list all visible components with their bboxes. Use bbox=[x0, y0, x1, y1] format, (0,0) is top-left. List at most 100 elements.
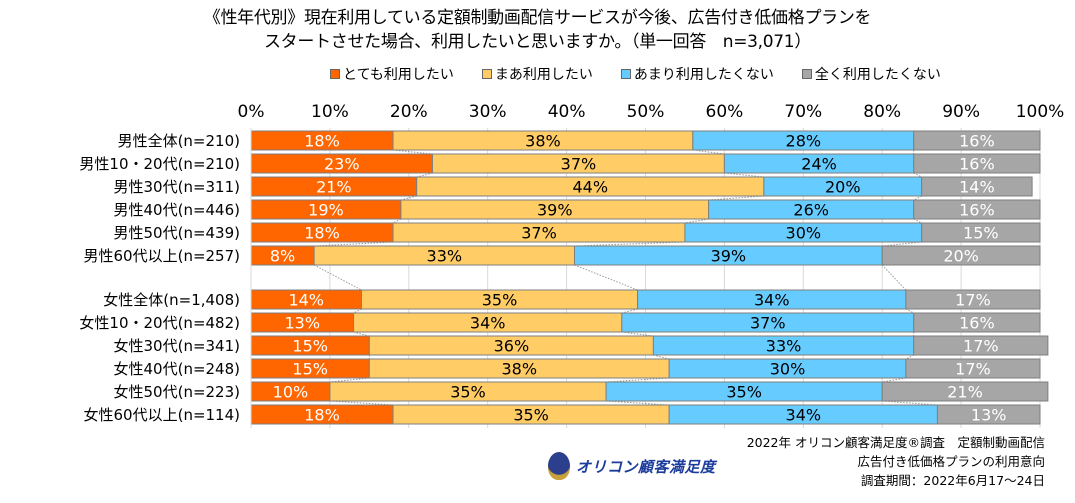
category-label: 男性60代以上(n=257) bbox=[84, 247, 241, 265]
data-label: 30% bbox=[786, 224, 822, 243]
data-label: 33% bbox=[766, 337, 802, 356]
category-label: 女性60代以上(n=114) bbox=[84, 406, 241, 424]
data-label: 24% bbox=[801, 155, 837, 174]
data-label: 16% bbox=[959, 201, 995, 220]
legend-swatch-very-want bbox=[330, 69, 340, 79]
series-connector-line bbox=[606, 377, 670, 383]
chart-legend: とても利用したい まあ利用したい あまり利用したくない 全く利用したくない bbox=[330, 64, 969, 84]
source-note-line-2: 広告付き低価格プランの利用意向 bbox=[857, 454, 1045, 469]
data-label: 37% bbox=[750, 314, 786, 333]
series-connector-line bbox=[353, 331, 370, 337]
data-label: 34% bbox=[786, 406, 822, 425]
bar-segment bbox=[905, 289, 1041, 310]
legend-swatch-not-at-all-want bbox=[801, 69, 812, 79]
series-connector-line bbox=[416, 172, 433, 178]
category-label: 男性全体(n=210) bbox=[118, 132, 240, 150]
data-label: 35% bbox=[513, 406, 549, 425]
data-label: 18% bbox=[304, 224, 340, 243]
legend-item-not-at-all-want: 全く利用したくない bbox=[801, 64, 941, 84]
x-tick-label: 40% bbox=[548, 102, 586, 122]
data-label: 26% bbox=[793, 201, 829, 220]
series-connector-line bbox=[881, 264, 907, 291]
data-label: 15% bbox=[963, 224, 999, 243]
x-tick-label: 80% bbox=[863, 102, 901, 122]
bar-segment bbox=[913, 153, 1041, 174]
data-label: 10% bbox=[273, 383, 309, 402]
category-label: 女性30代(n=341) bbox=[114, 337, 241, 355]
legend-label-not-much-want: あまり利用したくない bbox=[633, 67, 774, 83]
x-tick-label: 70% bbox=[784, 102, 822, 122]
oricon-logo: オリコン顧客満足度 bbox=[548, 452, 716, 480]
legend-item-not-much-want: あまり利用したくない bbox=[620, 64, 774, 84]
bar-segment bbox=[913, 130, 1041, 151]
bar-segment bbox=[881, 381, 1049, 402]
chart-title-line-2: スタートさせた場合、利用したいと思いますか。（単一回答 n=3,071） bbox=[263, 32, 812, 52]
category-label: 男性30代(n=311) bbox=[114, 178, 241, 196]
data-label: 39% bbox=[711, 247, 747, 266]
bar-segment bbox=[921, 222, 1041, 243]
data-label: 23% bbox=[324, 155, 360, 174]
oricon-logo-text: オリコン顧客満足度 bbox=[576, 457, 716, 476]
series-connector-line bbox=[692, 149, 725, 155]
series-connector-line bbox=[882, 400, 938, 406]
bar-segment bbox=[936, 404, 1041, 425]
series-connector-line bbox=[392, 149, 433, 155]
x-tick-label: 20% bbox=[390, 102, 428, 122]
data-label: 13% bbox=[285, 314, 321, 333]
x-tick-label: 100% bbox=[1016, 102, 1065, 122]
data-label: 20% bbox=[943, 247, 979, 266]
data-label: 20% bbox=[825, 178, 861, 197]
x-tick-label: 60% bbox=[706, 102, 744, 122]
x-tick-label: 30% bbox=[469, 102, 507, 122]
data-label: 17% bbox=[955, 291, 991, 310]
data-label: 30% bbox=[770, 360, 806, 379]
bar-segment bbox=[881, 245, 1041, 266]
data-label: 34% bbox=[754, 291, 790, 310]
legend-label-somewhat-want: まあ利用したい bbox=[494, 67, 593, 83]
bar-segment bbox=[913, 199, 1041, 220]
bar-segment bbox=[905, 358, 1041, 379]
x-tick-label: 10% bbox=[311, 102, 349, 122]
category-label: 女性10・20代(n=482) bbox=[79, 314, 240, 332]
data-label: 33% bbox=[427, 247, 463, 266]
bar-segment bbox=[921, 176, 1033, 197]
series-connector-line bbox=[724, 172, 764, 178]
legend-item-somewhat-want: まあ利用したい bbox=[481, 64, 593, 84]
x-tick-label: 0% bbox=[238, 102, 265, 122]
oricon-badge-icon bbox=[548, 452, 570, 480]
source-note-line-3: 調査期間：2022年6月17～24日 bbox=[860, 473, 1045, 488]
legend-swatch-somewhat-want bbox=[481, 69, 492, 79]
data-label: 18% bbox=[304, 132, 340, 151]
data-label: 38% bbox=[501, 360, 537, 379]
data-label: 15% bbox=[292, 360, 328, 379]
bar-segment bbox=[913, 312, 1041, 333]
series-connector-line bbox=[882, 377, 906, 383]
series-connector-line bbox=[882, 241, 922, 247]
series-connector-line bbox=[905, 308, 914, 314]
data-label: 36% bbox=[494, 337, 530, 356]
data-label: 35% bbox=[726, 383, 762, 402]
series-connector-line bbox=[574, 241, 685, 247]
bar-segment bbox=[913, 335, 1049, 356]
data-label: 44% bbox=[572, 178, 608, 197]
category-label: 男性40代(n=446) bbox=[114, 201, 241, 219]
series-connector-line bbox=[913, 195, 922, 201]
data-label: 14% bbox=[959, 178, 995, 197]
data-label: 14% bbox=[288, 291, 324, 310]
series-connector-line bbox=[574, 264, 638, 291]
chart-title-line-1: 《性年代別》現在利用している定額制動画配信サービスが今後、広告付き低価格プランを bbox=[203, 8, 872, 28]
legend-label-very-want: とても利用したい bbox=[343, 67, 454, 83]
series-connector-line bbox=[913, 218, 922, 224]
source-note: 2022年 オリコン顧客満足度®調査 定額制動画配信 広告付き低価格プランの利用… bbox=[747, 433, 1045, 490]
data-label: 28% bbox=[786, 132, 822, 151]
x-tick-label: 90% bbox=[942, 102, 980, 122]
category-label: 女性全体(n=1,408) bbox=[103, 291, 240, 309]
category-label: 女性40代(n=248) bbox=[114, 360, 241, 378]
data-label: 21% bbox=[316, 178, 352, 197]
data-label: 13% bbox=[971, 406, 1007, 425]
x-tick-label: 50% bbox=[627, 102, 665, 122]
series-connector-line bbox=[905, 354, 914, 360]
data-label: 34% bbox=[470, 314, 506, 333]
category-label: 男性50代(n=439) bbox=[114, 224, 241, 242]
